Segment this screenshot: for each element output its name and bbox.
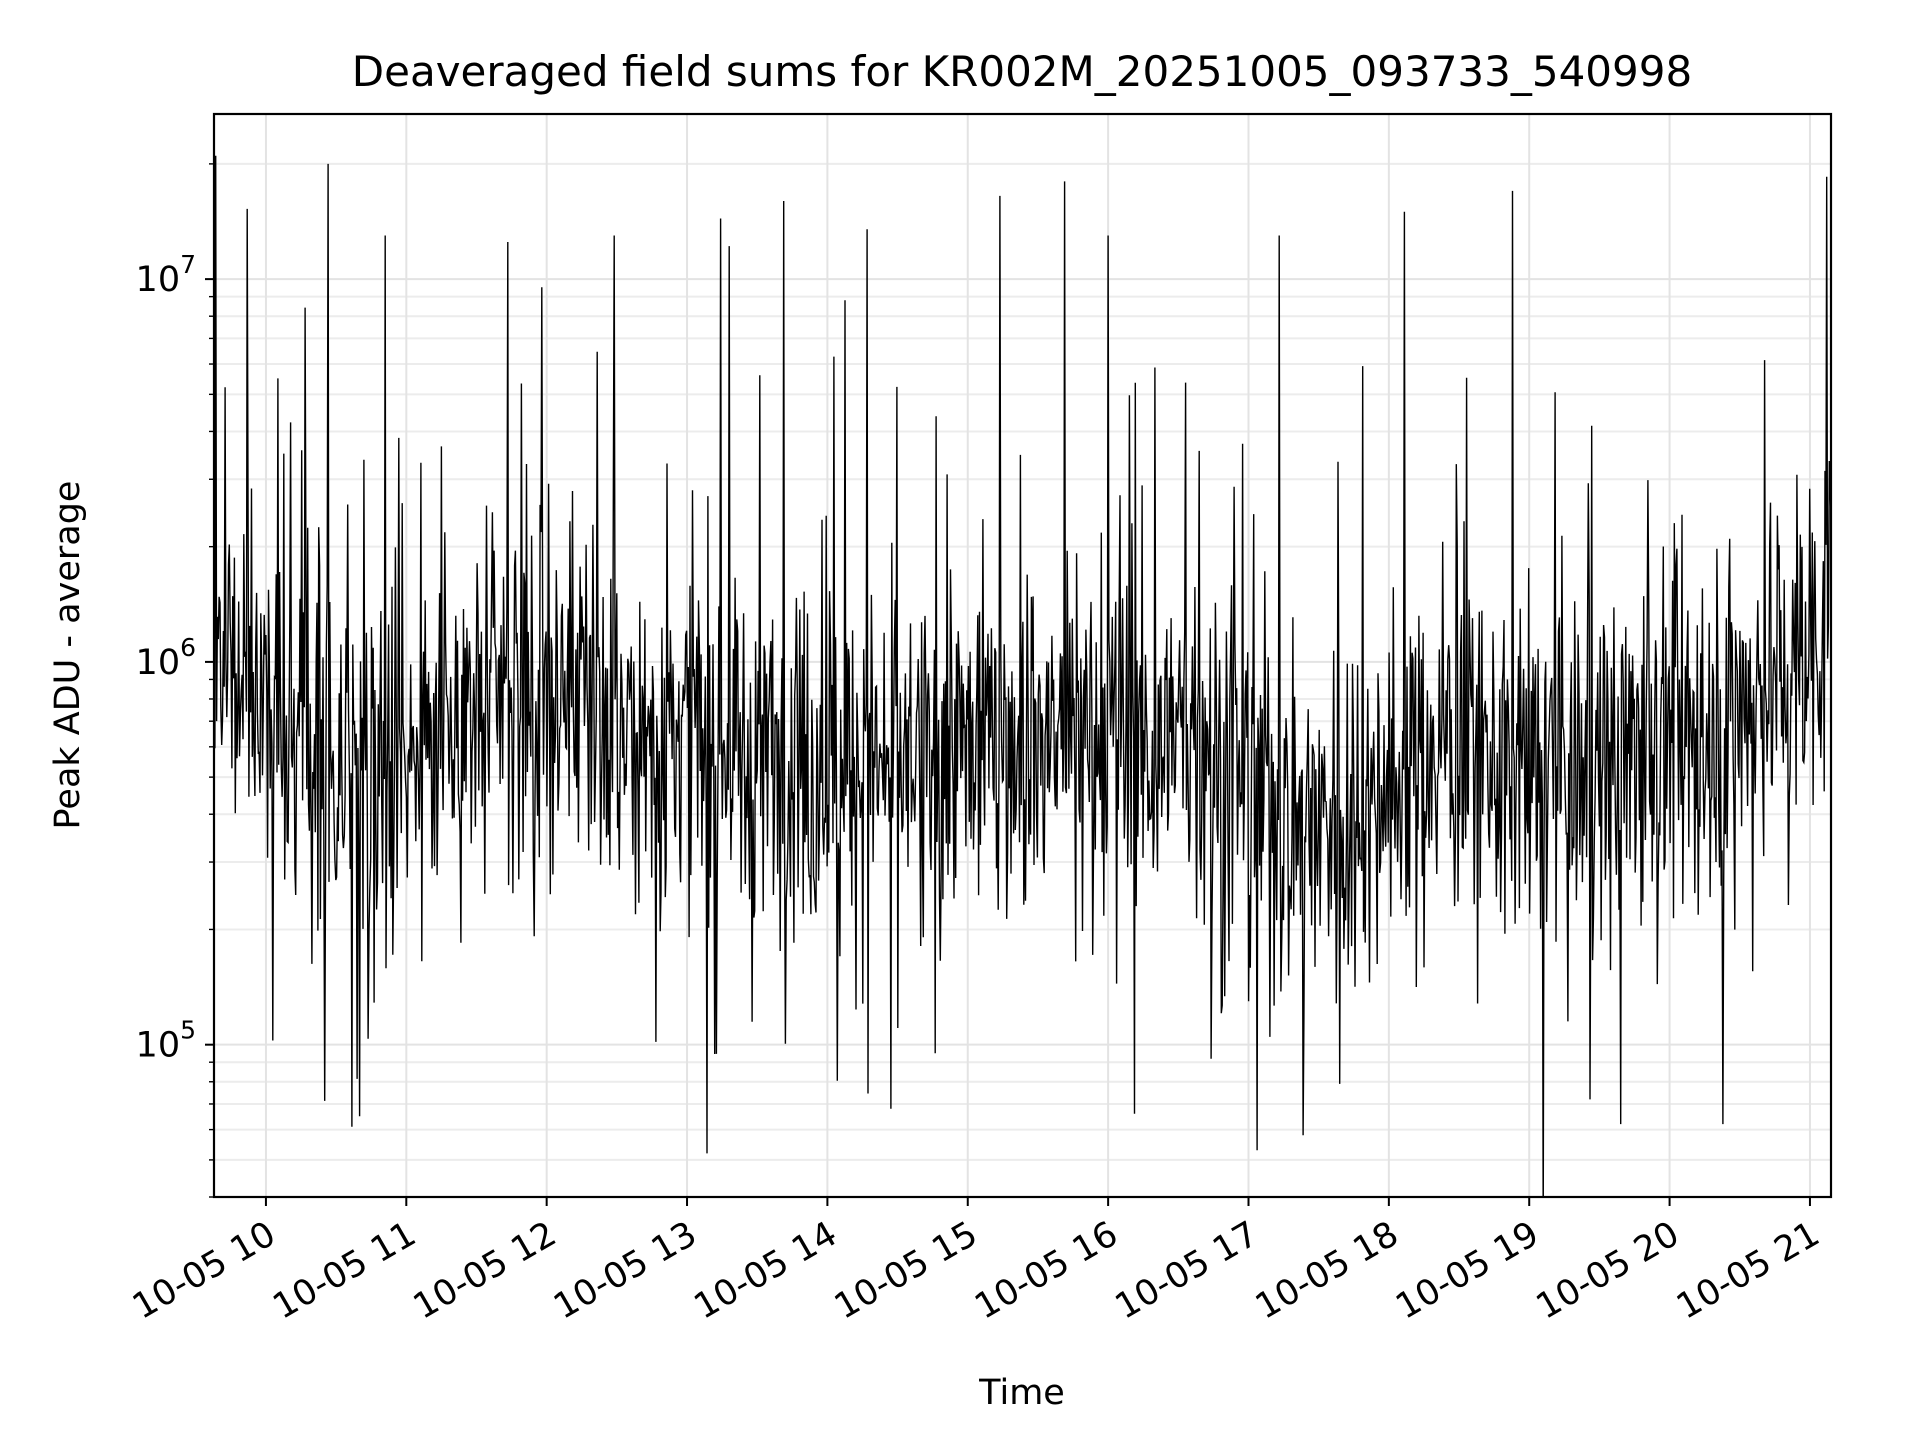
chart-title: Deaveraged field sums for KR002M_2025100… <box>352 47 1692 96</box>
y-tick-exponent: 7 <box>180 250 196 279</box>
plot-area <box>214 155 1831 1197</box>
series-line <box>214 155 1831 1197</box>
y-tick-label: 106 <box>136 633 196 683</box>
y-tick-base: 10 <box>136 1026 181 1066</box>
y-tick-exponent: 6 <box>180 633 196 662</box>
y-tick-exponent: 5 <box>180 1016 196 1045</box>
x-axis-label: Time <box>978 1373 1065 1413</box>
y-tick-base: 10 <box>136 643 181 683</box>
y-tick-base: 10 <box>136 260 181 300</box>
y-tick-label: 105 <box>136 1016 196 1066</box>
y-tick-label: 107 <box>136 250 196 300</box>
plot-frame <box>212 112 1833 1199</box>
y-axis-label: Peak ADU - average <box>48 481 88 830</box>
